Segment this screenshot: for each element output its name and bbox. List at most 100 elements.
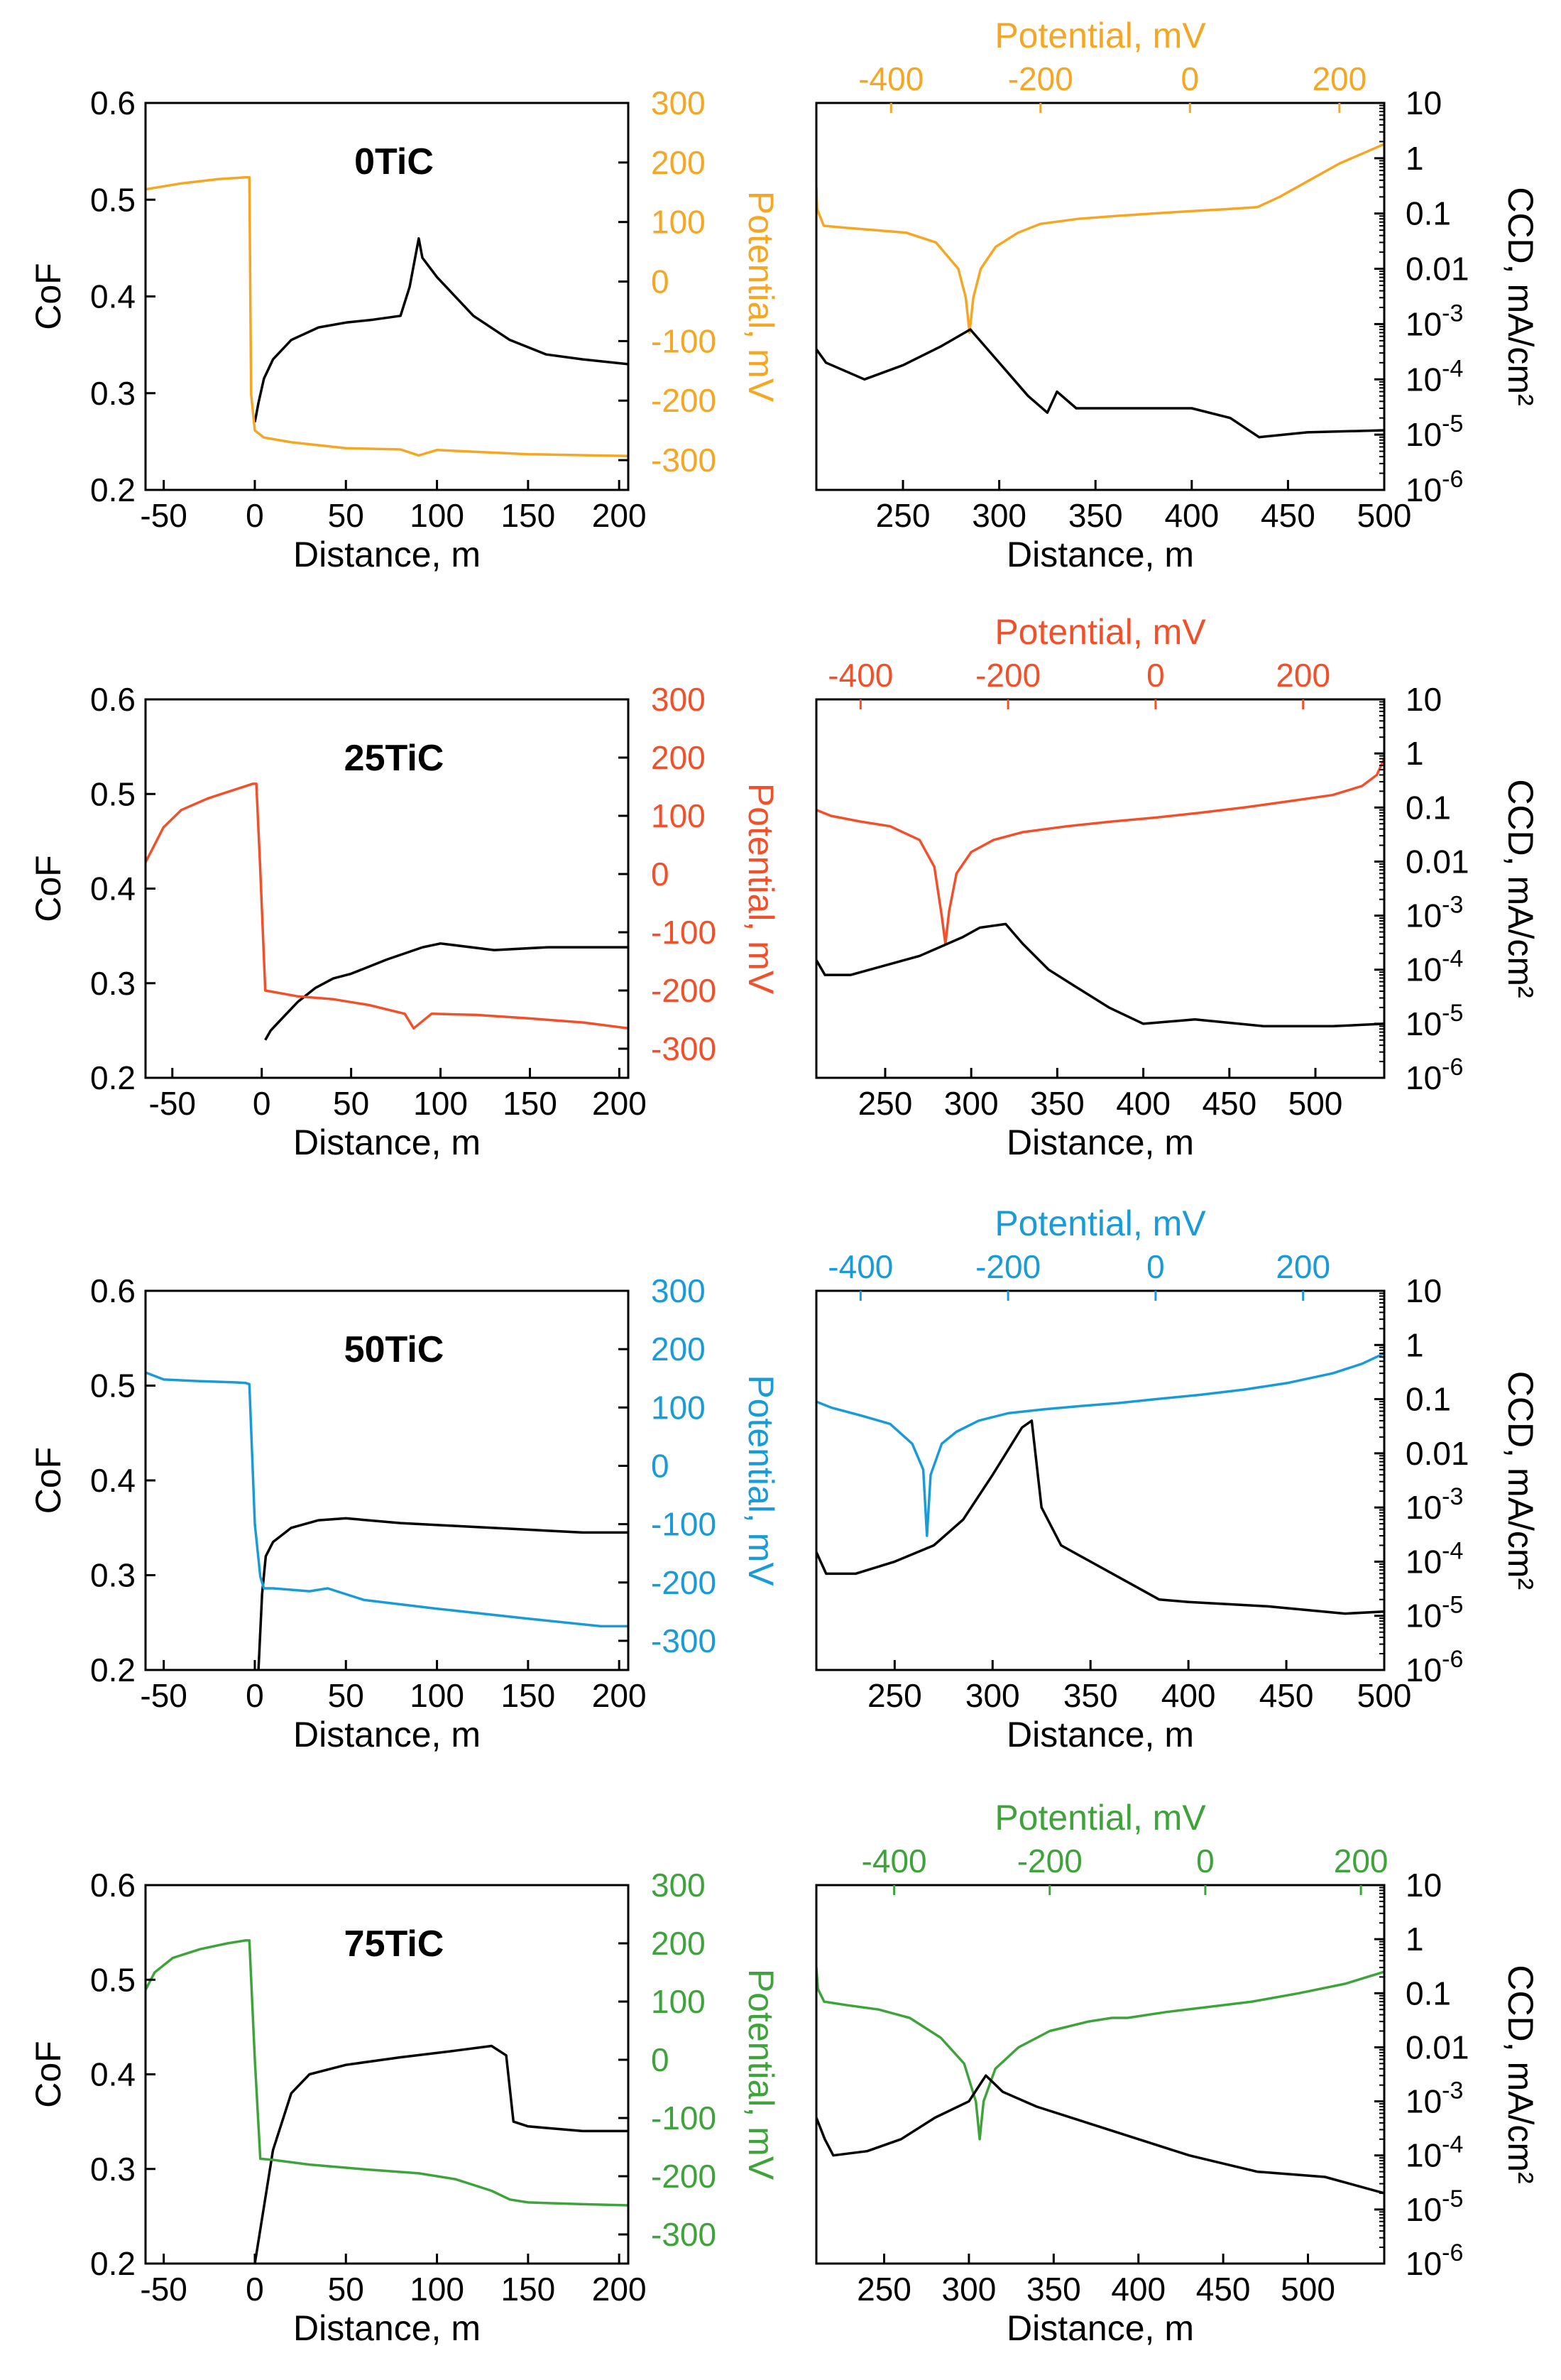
x-tick-label: 100 — [413, 1085, 468, 1122]
polarization-line — [816, 1352, 1384, 1537]
cof-line — [257, 1517, 628, 1670]
x-axis-label: Distance, m — [1007, 1715, 1194, 1754]
y-right-axis-label: Potential, mV — [741, 191, 781, 403]
y-tick-label: 0.1 — [1406, 789, 1451, 826]
y-left-axis-label: CoF — [28, 263, 68, 329]
x-top-axis-label: Potential, mV — [995, 16, 1206, 55]
y-tick-base: 10 — [1406, 1489, 1442, 1526]
ccd-line — [816, 1419, 1384, 1615]
y-tick-exponent: -6 — [1442, 1054, 1463, 1081]
x-axis-label: Distance, m — [293, 1123, 481, 1162]
y-right-axis-label: CCD, mA/cm² — [1501, 1965, 1540, 2183]
x-tick-label: 350 — [1030, 1085, 1085, 1122]
x-top-tick-label: 200 — [1312, 60, 1366, 97]
y-left-axis-label: CoF — [28, 1447, 68, 1514]
cof-potential-panel-25TiC: -50 0 50 100 150 200 0.2 0.3 0.4 0.5 0.6 300 200 100 0… — [28, 681, 781, 1162]
x-top-tick-label: -400 — [858, 60, 924, 97]
y-right-tick-label: -100 — [651, 322, 716, 359]
y-right-tick-label: -300 — [651, 2216, 716, 2253]
y-tick-base: 10 — [1406, 471, 1442, 508]
y-tick-base: 10 — [1406, 2245, 1442, 2282]
y-right-tick-label: -300 — [651, 1622, 716, 1659]
x-top-tick-label: 200 — [1334, 1843, 1389, 1879]
y-left-tick-label: 0.6 — [90, 1272, 136, 1309]
y-left-tick-label: 0.2 — [90, 1059, 136, 1096]
y-right-tick-label: 100 — [651, 204, 706, 241]
y-right-tick-label: 0 — [651, 263, 669, 300]
y-tick-label: 0.01 — [1406, 843, 1469, 880]
y-left-tick-label: 0.5 — [90, 1368, 136, 1404]
y-right-tick-label: -200 — [651, 972, 716, 1009]
y-tick-base: 10 — [1406, 1005, 1442, 1042]
y-right-tick-label: 300 — [651, 681, 706, 718]
y-tick-label: 10-4 — [1406, 1537, 1463, 1580]
potential-line — [146, 1371, 628, 1628]
x-top-axis-label: Potential, mV — [995, 1798, 1206, 1838]
y-tick-exponent: -4 — [1442, 355, 1463, 382]
x-tick-label: 100 — [410, 1677, 464, 1714]
y-right-axis-label: Potential, mV — [741, 1969, 781, 2180]
x-axis-label: Distance, m — [1007, 1123, 1194, 1162]
polarization-panel: 250 300 350 400 450 500 -400 -200 0 200 10 1 0.1 0.01… — [815, 1203, 1540, 1754]
x-axis-label: Distance, m — [1007, 2308, 1194, 2348]
y-tick-label: 0.01 — [1406, 251, 1469, 288]
y-tick-base: 10 — [1406, 1652, 1442, 1688]
y-right-axis-label: Potential, mV — [741, 783, 781, 995]
x-tick-label: 150 — [500, 2271, 555, 2308]
y-left-tick-label: 0.6 — [90, 1867, 136, 1904]
y-right-tick-label: -200 — [651, 1564, 716, 1601]
y-left-tick-label: 0.5 — [90, 181, 136, 218]
x-tick-label: 200 — [592, 1677, 647, 1714]
x-tick-label: 500 — [1357, 497, 1412, 534]
y-tick-exponent: -6 — [1442, 2239, 1463, 2266]
cof-potential-panel-75TiC: -50 0 50 100 150 200 0.2 0.3 0.4 0.5 0.6 300 200 100 0… — [28, 1867, 781, 2348]
potential-line — [146, 176, 628, 457]
x-tick-label: 350 — [1063, 1677, 1118, 1714]
y-right-tick-label: -100 — [651, 1506, 716, 1543]
y-left-tick-label: 0.2 — [90, 2245, 136, 2282]
x-axis-label: Distance, m — [293, 1715, 481, 1754]
y-tick-label: 10-6 — [1406, 1646, 1463, 1688]
y-tick-label: 10-5 — [1406, 1000, 1463, 1042]
x-tick-label: 400 — [1161, 1677, 1216, 1714]
y-tick-label: 10-6 — [1406, 2239, 1463, 2282]
x-top-axis-label: Potential, mV — [995, 1203, 1206, 1243]
y-right-tick-label: -300 — [651, 1030, 716, 1067]
x-tick-label: 150 — [500, 497, 555, 534]
x-tick-label: 250 — [857, 2271, 911, 2308]
y-right-tick-label: 200 — [651, 739, 706, 776]
x-axis-label: Distance, m — [293, 2308, 481, 2348]
plot-frame — [815, 102, 1386, 491]
y-tick-label: 0.1 — [1406, 1381, 1451, 1418]
x-axis-label: Distance, m — [1007, 535, 1194, 574]
y-tick-label: 10-4 — [1406, 355, 1463, 398]
x-top-tick-label: 200 — [1276, 1248, 1330, 1285]
x-top-tick-label: -200 — [975, 657, 1041, 694]
cof-potential-panel-0TiC: -50 0 50 100 150 200 0.2 0.3 0.4 0.5 0.6 300 200 100 0… — [28, 84, 781, 574]
ccd-line — [816, 328, 1384, 439]
x-tick-label: 50 — [328, 497, 364, 534]
y-tick-base: 10 — [1406, 2083, 1442, 2120]
cof-line — [264, 942, 628, 1041]
x-tick-label: 400 — [1111, 2271, 1166, 2308]
y-tick-exponent: -5 — [1442, 1592, 1463, 1619]
plot-frame — [815, 1884, 1386, 2265]
y-right-tick-label: 300 — [651, 1867, 706, 1904]
panel-title: 50TiC — [344, 1329, 444, 1370]
y-tick-exponent: -4 — [1442, 2131, 1463, 2158]
polarization-panel: 250 300 350 400 450 500 -400 -200 0 200 10 1 0.1 0.01… — [815, 16, 1540, 574]
x-tick-label: 250 — [858, 1085, 913, 1122]
cof-line — [253, 237, 628, 422]
y-right-axis-label: CCD, mA/cm² — [1501, 1371, 1540, 1590]
y-tick-label: 1 — [1406, 1326, 1424, 1363]
y-tick-label: 10-4 — [1406, 2131, 1463, 2174]
y-tick-label: 10-3 — [1406, 892, 1463, 934]
y-right-tick-label: -100 — [651, 914, 716, 951]
y-tick-label: 10-5 — [1406, 410, 1463, 453]
y-tick-label: 0.1 — [1406, 1975, 1451, 2011]
x-tick-label: 300 — [972, 497, 1026, 534]
y-tick-base: 10 — [1406, 2137, 1442, 2174]
y-tick-exponent: -4 — [1442, 1537, 1463, 1564]
x-tick-label: 100 — [410, 497, 464, 534]
y-left-axis-label: CoF — [28, 2041, 68, 2107]
